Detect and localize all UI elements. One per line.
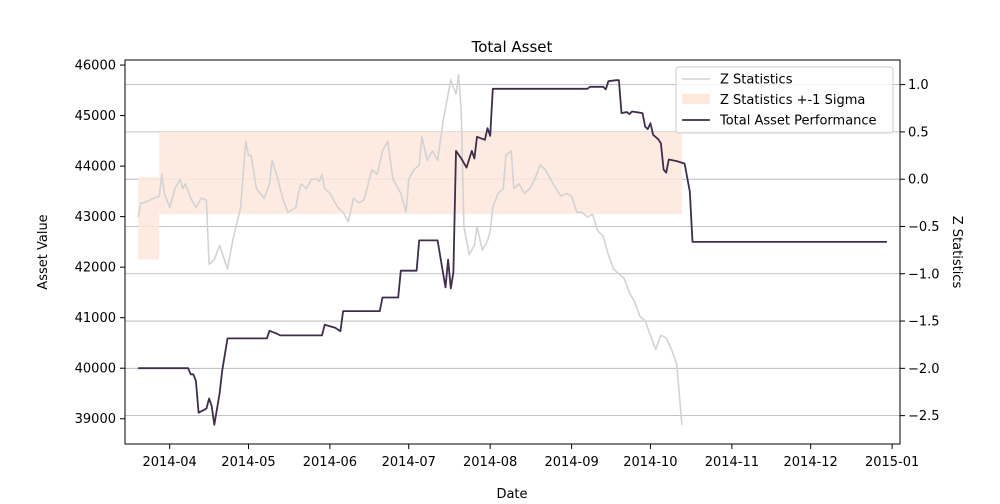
left-tick-label: 39000 [75, 412, 116, 427]
legend-swatch-sigma-band [682, 94, 710, 104]
x-tick-label: 2015-01 [865, 455, 919, 470]
right-tick-label: −2.0 [908, 362, 940, 377]
x-tick-label: 2014-12 [784, 455, 838, 470]
right-tick-label: −2.5 [908, 409, 940, 424]
right-axis-ticks: 1.0 0.5 0.0 −0.5 −1.0 −1.5 −2.0 −2.5 [900, 78, 940, 424]
plot-frame [124, 59, 901, 445]
z-statistics-line [137, 74, 683, 426]
y-axis-label-right: Z Statistics [949, 216, 964, 289]
left-tick-label: 42000 [75, 261, 116, 276]
right-tick-label: 0.5 [908, 125, 929, 140]
x-tick-label: 2014-08 [463, 455, 517, 470]
y-axis-label-left: Asset Value [36, 214, 51, 289]
x-axis-ticks: 2014-04 2014-05 2014-06 2014-07 2014-08 2014-… [142, 444, 919, 470]
chart-title: Total Asset [471, 38, 553, 56]
right-tick-label: −1.0 [908, 267, 940, 282]
left-tick-label: 40000 [75, 362, 116, 377]
legend-label-z-statistics: Z Statistics [720, 73, 793, 88]
right-tick-label: 1.0 [908, 78, 929, 93]
left-axis-ticks: 39000 40000 41000 42000 43000 44000 45000 46000 [75, 59, 125, 427]
legend: Z Statistics Z Statistics +-1 Sigma Tota… [675, 66, 894, 134]
left-tick-label: 43000 [75, 210, 116, 225]
x-tick-label: 2014-04 [142, 455, 196, 470]
x-tick-label: 2014-06 [303, 455, 357, 470]
right-tick-label: −1.5 [908, 315, 940, 330]
x-tick-label: 2014-11 [705, 455, 759, 470]
sigma-band [138, 131, 682, 260]
left-tick-label: 41000 [75, 311, 116, 326]
legend-box [675, 66, 894, 134]
total-asset-line [138, 79, 887, 426]
legend-label-sigma-band: Z Statistics +-1 Sigma [720, 93, 865, 108]
x-axis-label: Date [496, 487, 527, 500]
legend-label-total-asset: Total Asset Performance [719, 114, 877, 129]
sigma-band-segment [138, 177, 160, 260]
total-asset-series [138, 79, 887, 426]
x-tick-label: 2014-09 [544, 455, 598, 470]
x-tick-label: 2014-10 [623, 455, 677, 470]
right-tick-label: 0.0 [908, 173, 929, 188]
x-tick-label: 2014-07 [382, 455, 436, 470]
left-tick-label: 46000 [75, 59, 116, 74]
z-statistics-series [137, 74, 683, 426]
x-tick-label: 2014-05 [221, 455, 275, 470]
left-tick-label: 44000 [75, 160, 116, 175]
left-tick-label: 45000 [75, 109, 116, 124]
right-tick-label: −0.5 [908, 220, 940, 235]
